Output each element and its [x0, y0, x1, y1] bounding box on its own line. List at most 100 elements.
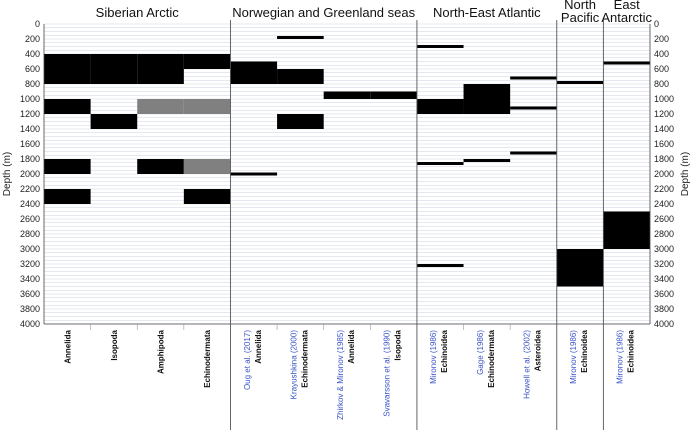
taxon-label: Echinoidea	[580, 329, 589, 372]
reference-label: Krayushkina (2000)	[289, 330, 298, 400]
y-tick-label-right: 1400	[654, 124, 674, 134]
y-tick-label-right: 3600	[654, 289, 674, 299]
y-tick-label-left: 1800	[20, 154, 40, 164]
y-tick-label-right: 200	[654, 34, 669, 44]
y-tick-label-right: 2000	[654, 169, 674, 179]
y-tick-label-right: 2800	[654, 229, 674, 239]
y-tick-label-right: 3400	[654, 274, 674, 284]
y-tick-label-left: 600	[25, 64, 40, 74]
taxon-label: Echinoidea	[627, 329, 636, 372]
range-bar	[556, 249, 604, 287]
region-label: East	[614, 0, 640, 12]
y-tick-label-left: 2400	[20, 199, 40, 209]
y-axis-title-left: Depth (m)	[2, 152, 13, 196]
y-tick-label-right: 1800	[654, 154, 674, 164]
reference-label: Howell et al. (2002)	[522, 330, 531, 399]
range-bar	[44, 99, 91, 114]
range-bar	[230, 61, 278, 84]
y-tick-label-left: 2200	[20, 184, 40, 194]
region-label: North-East Atlantic	[433, 5, 541, 20]
reference-label: Zhirkov & Mironov (1985)	[336, 330, 345, 420]
range-bar	[510, 106, 557, 110]
range-bar	[277, 69, 324, 84]
y-tick-label-left: 3200	[20, 259, 40, 269]
y-tick-label-right: 800	[654, 79, 669, 89]
y-tick-label-left: 200	[25, 34, 40, 44]
reference-label: Svavarsson et al. (1990)	[383, 330, 392, 417]
region-label: North	[564, 0, 596, 12]
range-bar	[183, 54, 231, 69]
range-bar	[416, 162, 464, 165]
taxon-label: Amphipoda	[157, 329, 166, 374]
y-tick-label-right: 2200	[654, 184, 674, 194]
range-bar	[183, 159, 231, 174]
range-bar	[277, 114, 324, 129]
region-label: Antarctic	[601, 10, 652, 25]
y-tick-label-left: 1400	[20, 124, 40, 134]
range-bar	[510, 151, 557, 155]
region-label: Norwegian and Greenland seas	[232, 5, 415, 20]
taxon-label: Annelida	[254, 329, 263, 363]
taxon-label: Isopoda	[394, 329, 403, 360]
range-bar	[90, 54, 138, 84]
reference-label: Mironov (1986)	[429, 330, 438, 384]
y-tick-label-right: 0	[654, 19, 659, 29]
y-tick-label-right: 3200	[654, 259, 674, 269]
y-tick-label-left: 2800	[20, 229, 40, 239]
range-bar	[183, 189, 231, 204]
y-tick-label-left: 1200	[20, 109, 40, 119]
taxon-label: Asteroidea	[533, 329, 542, 371]
range-bar	[44, 189, 91, 204]
taxon-label: Echinodermata	[300, 329, 309, 387]
y-tick-label-left: 4000	[20, 319, 40, 329]
range-bar	[416, 264, 464, 267]
y-tick-label-right: 4000	[654, 319, 674, 329]
y-tick-label-right: 1000	[654, 94, 674, 104]
taxon-label: Annelida	[347, 329, 356, 363]
range-bar	[44, 54, 91, 84]
range-bar	[463, 84, 511, 114]
y-tick-label-right: 3000	[654, 244, 674, 254]
y-tick-label-right: 1200	[654, 109, 674, 119]
y-tick-label-left: 0	[35, 19, 40, 29]
range-bar	[230, 172, 278, 176]
taxon-label: Echinodermata	[203, 329, 212, 387]
y-tick-label-right: 400	[654, 49, 669, 59]
taxon-label: Echinoidea	[440, 329, 449, 372]
range-bar	[137, 159, 184, 174]
range-bar	[603, 211, 650, 249]
taxon-label: Echinodermata	[487, 329, 496, 387]
range-bar	[183, 99, 231, 114]
range-bar	[44, 159, 91, 174]
y-axis-title-right: Depth (m)	[680, 152, 691, 196]
range-bar	[137, 54, 184, 84]
y-tick-label-left: 800	[25, 79, 40, 89]
reference-label: Oug et al. (2017)	[243, 330, 252, 390]
y-tick-label-right: 3800	[654, 304, 674, 314]
reference-label: Mironov (1986)	[569, 330, 578, 384]
range-bar	[370, 91, 417, 99]
taxon-label: Annelida	[63, 329, 72, 363]
y-tick-label-right: 1600	[654, 139, 674, 149]
y-tick-label-left: 2600	[20, 214, 40, 224]
region-label: Siberian Arctic	[96, 5, 180, 20]
y-tick-label-left: 400	[25, 49, 40, 59]
y-tick-label-right: 2600	[654, 214, 674, 224]
y-tick-label-left: 2000	[20, 169, 40, 179]
y-tick-label-left: 3800	[20, 304, 40, 314]
range-bar	[556, 81, 604, 84]
range-bar	[323, 91, 371, 99]
range-bar	[416, 99, 464, 114]
y-tick-label-left: 1000	[20, 94, 40, 104]
range-bar	[463, 159, 511, 162]
region-label: Pacific	[561, 10, 600, 25]
range-bar	[416, 45, 464, 48]
y-tick-label-right: 600	[654, 64, 669, 74]
y-tick-label-left: 1600	[20, 139, 40, 149]
range-bar	[137, 99, 184, 114]
range-bar	[603, 61, 650, 65]
y-tick-label-left: 3400	[20, 274, 40, 284]
y-tick-label-right: 2400	[654, 199, 674, 209]
taxon-label: Isopoda	[110, 329, 119, 360]
